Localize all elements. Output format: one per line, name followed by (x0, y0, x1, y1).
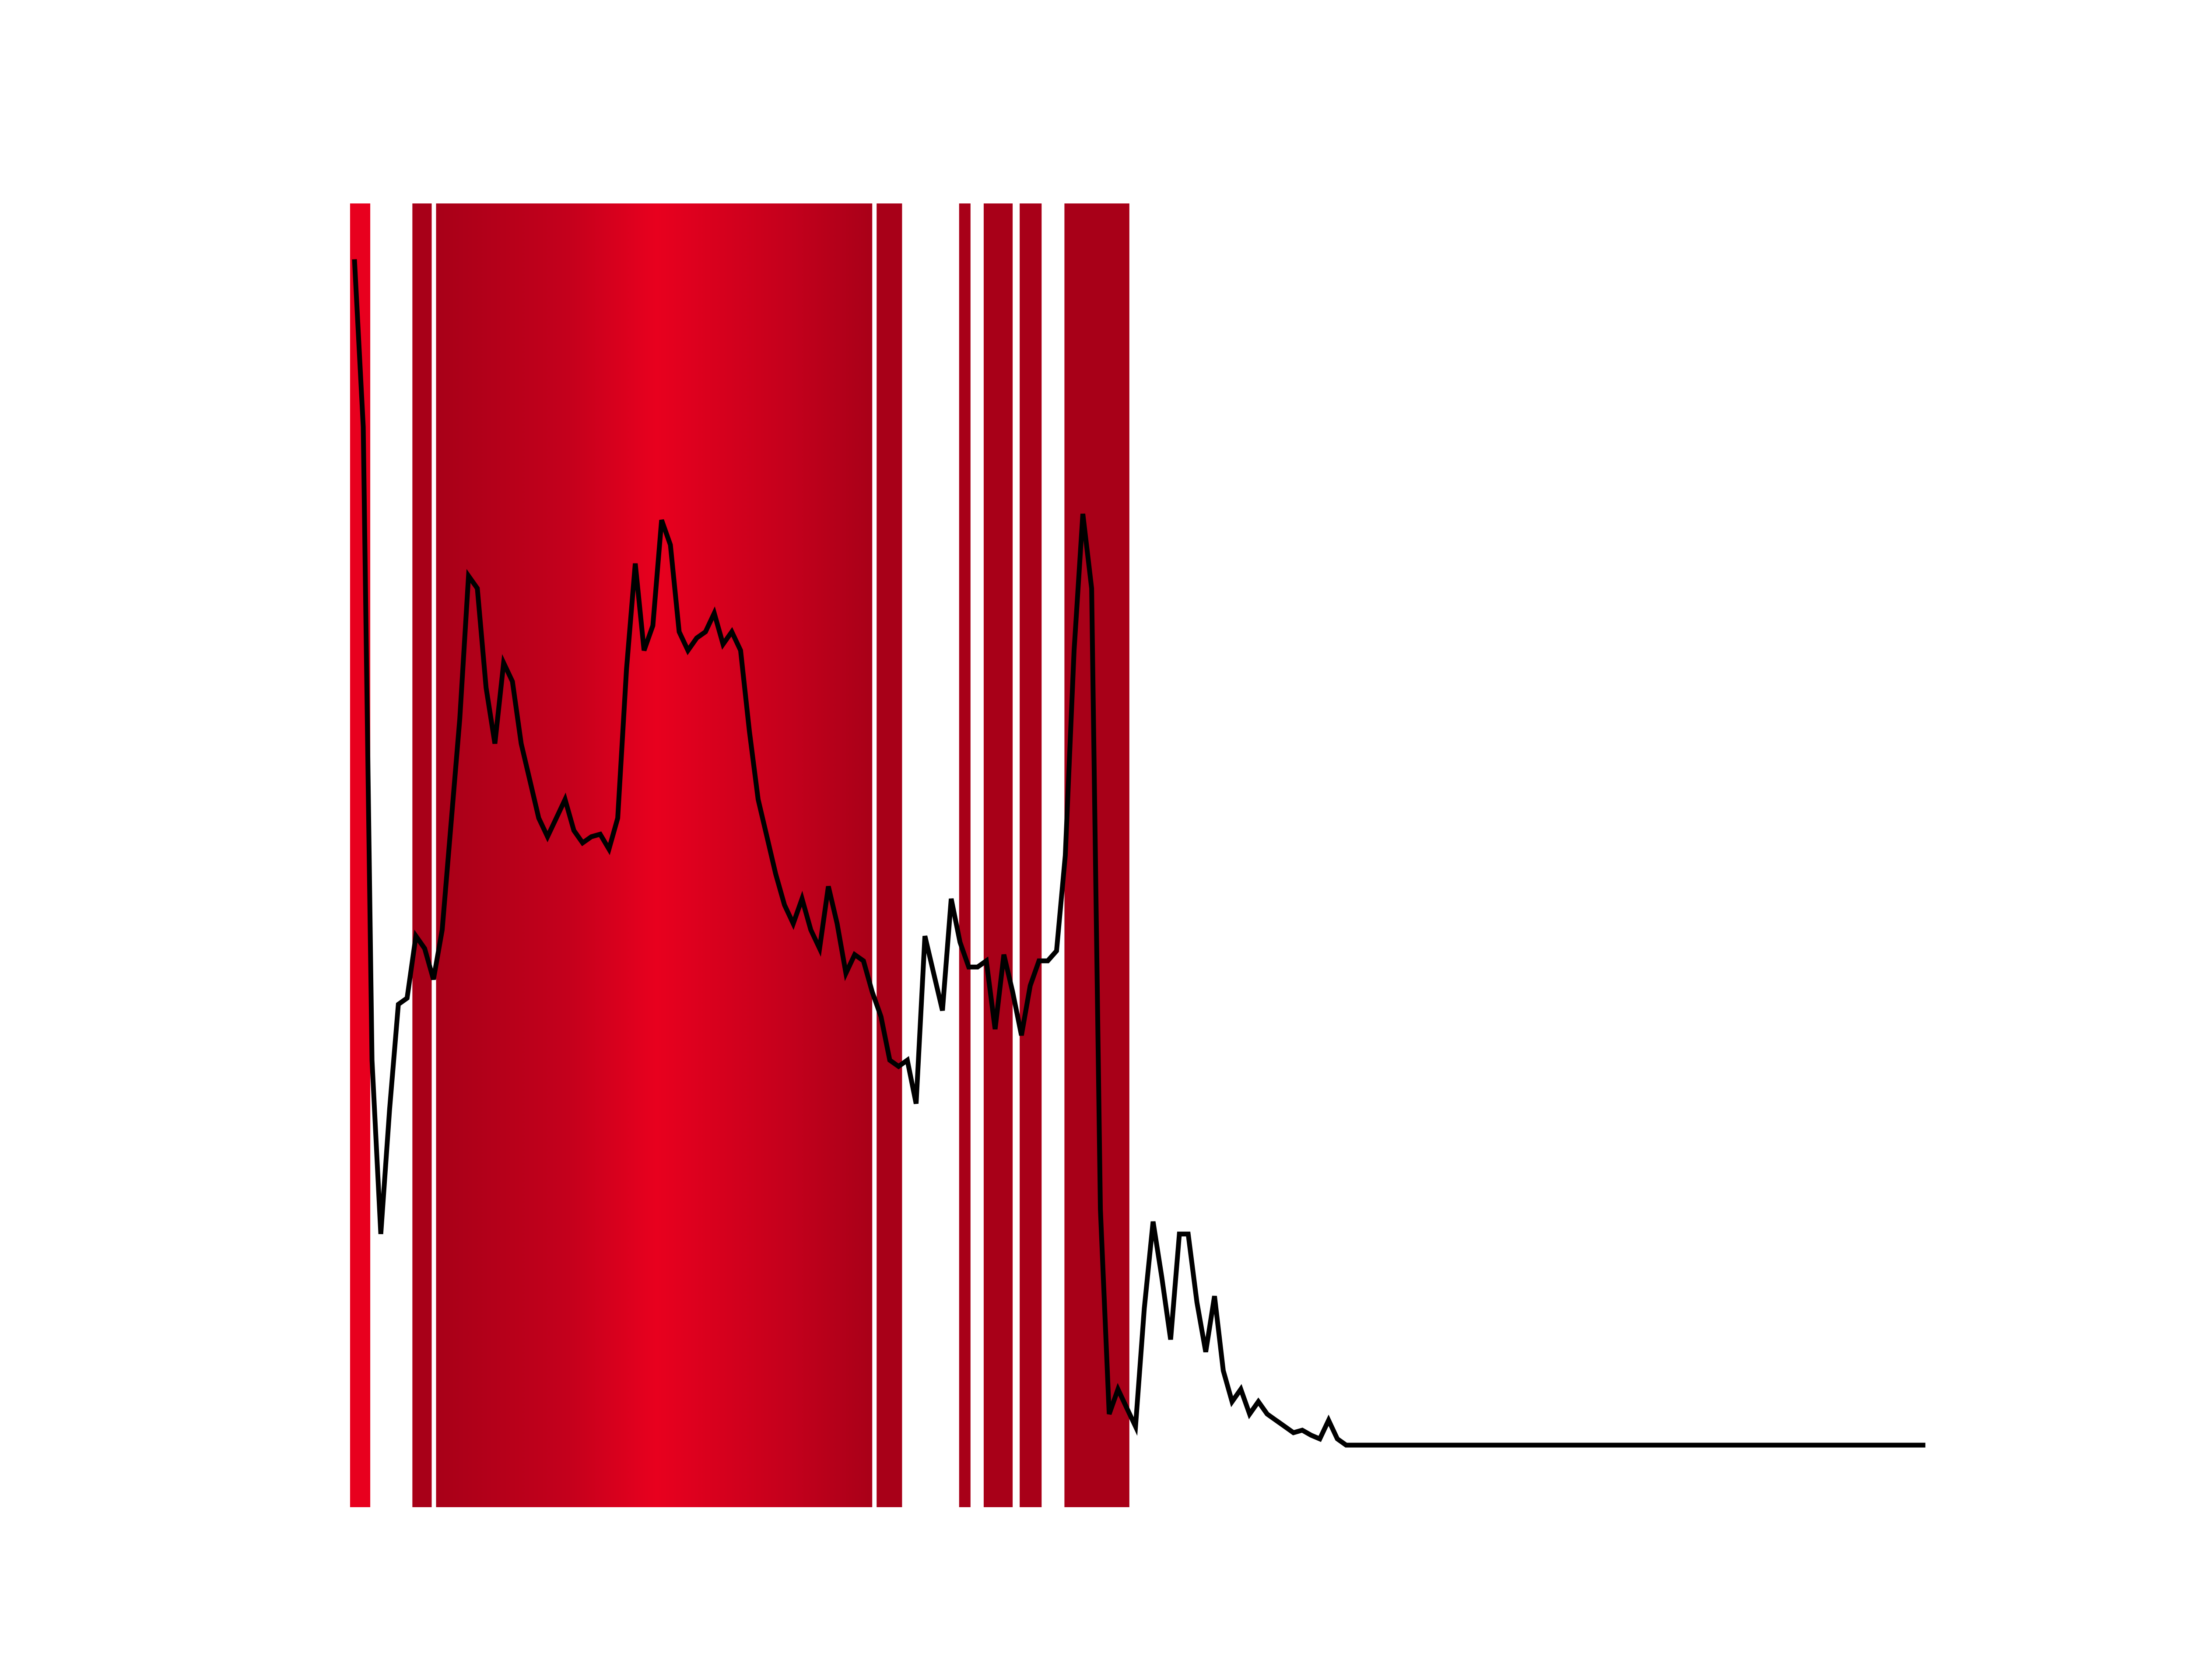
line-series (352, 259, 1925, 1448)
highlight-band-6 (983, 203, 1013, 1507)
highlight-band-3 (436, 203, 873, 1507)
highlight-band-5 (959, 203, 971, 1507)
highlight-bands (350, 203, 1129, 1507)
highlight-band-2 (412, 203, 432, 1507)
highlight-band-7 (1020, 203, 1042, 1507)
series-line-1 (352, 259, 1925, 1448)
highlight-band-4 (877, 203, 902, 1507)
